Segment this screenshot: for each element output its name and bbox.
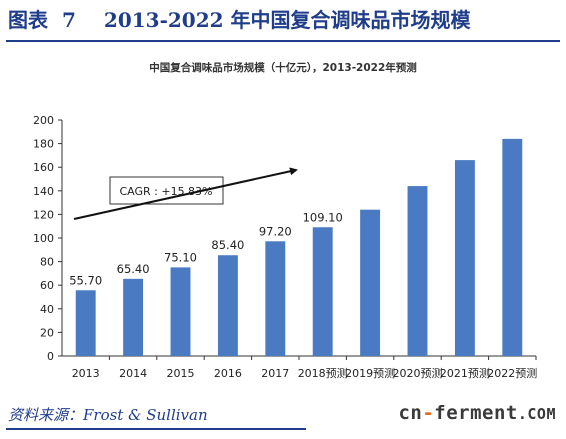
watermark-dash: - (422, 402, 435, 424)
y-tick-label: 100 (33, 232, 54, 245)
figure-title-text: 2013-2022 年中国复合调味品市场规模 (103, 8, 471, 32)
y-tick-label: 20 (40, 326, 54, 339)
y-tick-label: 120 (33, 208, 54, 221)
x-tick-label: 2015 (167, 367, 195, 380)
footer-divider (6, 428, 306, 430)
bar (454, 160, 475, 356)
x-tick-label: 2020预测 (393, 367, 443, 380)
y-tick-label: 40 (40, 303, 54, 316)
y-tick-label: 180 (33, 138, 54, 151)
plot-area: 0 20 40 60 80 100 120 140 160 180 200 2013 55.70 2014… (33, 114, 537, 380)
y-tick-label: 160 (33, 161, 54, 174)
watermark-cn: cn (398, 402, 423, 424)
chart-title: 中国复合调味品市场规模（十亿元），2013-2022年预测 (149, 61, 417, 74)
bar (407, 186, 428, 356)
y-tick-label: 60 (40, 279, 54, 292)
bar (265, 241, 286, 356)
bar (360, 209, 381, 356)
data-label: 109.10 (303, 210, 343, 224)
watermark-com: .COM (517, 405, 556, 423)
bar (217, 255, 238, 356)
x-tick-label: 2017 (261, 367, 289, 380)
x-tick-label: 2019预测 (345, 367, 395, 380)
source-note: 资料来源：Frost & Sullivan (8, 406, 208, 424)
y-tick-label: 80 (40, 256, 54, 269)
watermark-ferment: ferment (434, 402, 518, 424)
bar (502, 138, 523, 356)
bar (170, 267, 191, 356)
figure-number: 7 (62, 8, 76, 32)
x-tick-label: 2018预测 (298, 367, 348, 380)
title-divider (6, 40, 560, 42)
trend-arrow (73, 167, 298, 220)
watermark-logo: cn-ferment.COM (398, 402, 556, 424)
data-label: 85.40 (211, 238, 244, 252)
data-label: 75.10 (164, 250, 197, 264)
x-tick-label: 2014 (119, 367, 147, 380)
data-label: 55.70 (69, 273, 102, 287)
y-tick-label: 200 (33, 114, 54, 127)
x-tick-label: 2022预测 (487, 367, 537, 380)
y-tick-label: 140 (33, 185, 54, 198)
bar (123, 278, 144, 356)
figure-label: 图表 (8, 8, 48, 32)
x-tick-label: 2013 (72, 367, 100, 380)
figure-title: 图表 7 2013-2022 年中国复合调味品市场规模 (8, 4, 471, 33)
bar-chart: 中国复合调味品市场规模（十亿元），2013-2022年预测 0 20 40 60 80 1… (33, 61, 537, 380)
bar (75, 290, 96, 356)
y-tick-label: 0 (47, 350, 54, 363)
data-label: 65.40 (117, 262, 150, 276)
x-tick-label: 2021预测 (440, 367, 490, 380)
bar (312, 227, 333, 356)
cagr-annotation: CAGR : +15.83% (119, 185, 212, 198)
data-label: 97.20 (259, 224, 292, 238)
x-tick-label: 2016 (214, 367, 242, 380)
